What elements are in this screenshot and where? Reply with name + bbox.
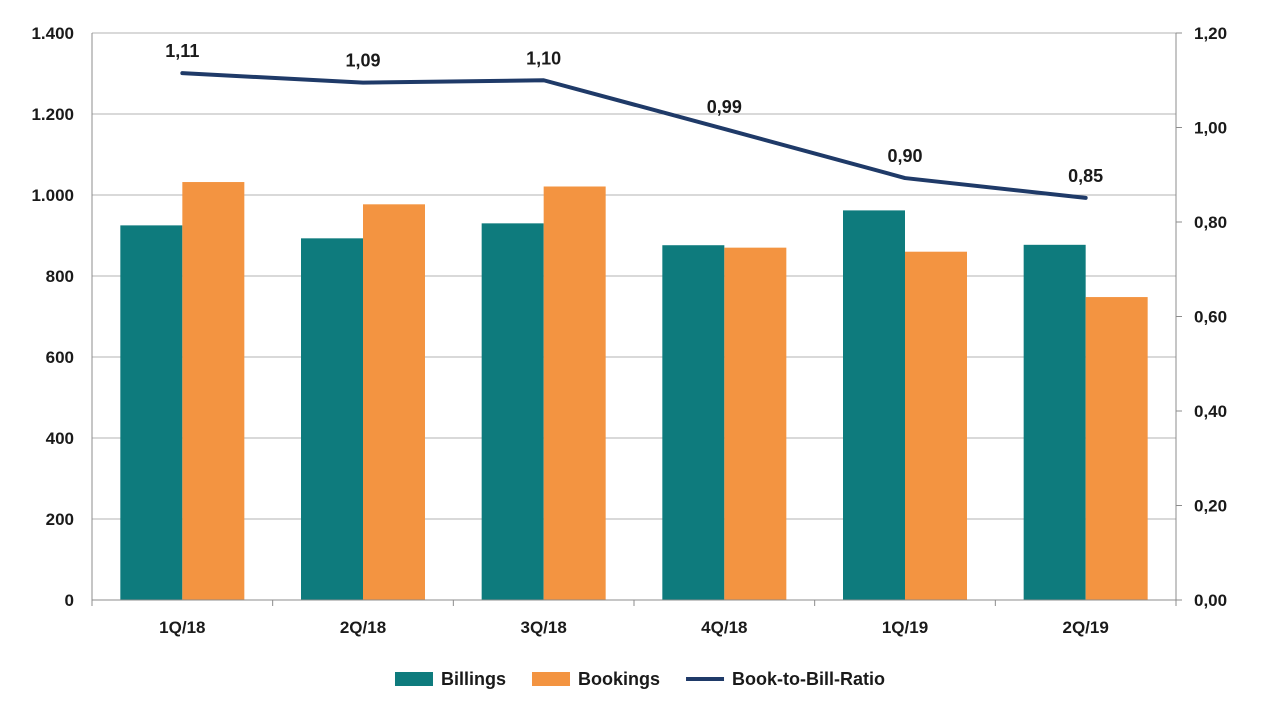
y-left-tick-label: 400: [46, 429, 74, 448]
legend-swatch-bookings: [532, 672, 571, 686]
y-left-tick-label: 200: [46, 510, 74, 529]
x-tick-label: 3Q/18: [521, 618, 567, 637]
billings-bar: [1023, 244, 1086, 600]
bars: [120, 182, 1148, 601]
y-right-tick-label: 0,60: [1194, 308, 1227, 327]
y-right-tick-label: 1,20: [1194, 24, 1227, 43]
ratio-data-label: 0,99: [707, 97, 742, 117]
x-tick-label: 2Q/18: [340, 618, 386, 637]
y-left-tick-label: 1.400: [31, 24, 74, 43]
y-right-tick-label: 0,00: [1194, 591, 1227, 610]
bookings-bar: [182, 182, 245, 601]
ratio-data-label: 0,85: [1068, 166, 1103, 186]
billings-bar: [662, 245, 725, 600]
bookings-bar: [905, 251, 967, 600]
legend-swatch-billings: [394, 672, 433, 686]
y-right-tick-label: 0,20: [1194, 497, 1227, 516]
ratio-data-label: 0,90: [887, 146, 922, 166]
y-right-tick-label: 1,00: [1194, 119, 1227, 138]
legend: Billings Bookings Book-to-Bill-Ratio: [394, 669, 885, 689]
billings-bar: [301, 238, 363, 600]
y-left-tick-label: 1.000: [31, 186, 74, 205]
y-left-tick-label: 600: [46, 348, 74, 367]
bookings-bar: [724, 247, 787, 600]
y-left-tick-label: 800: [46, 267, 74, 286]
ratio-data-label: 1,11: [165, 41, 199, 61]
y-left-tick-label: 1.200: [31, 105, 74, 124]
bookings-bar: [363, 204, 425, 600]
legend-label: Billings: [441, 669, 506, 689]
gridlines: [92, 32, 1176, 520]
ratio-data-label: 1,09: [345, 51, 380, 71]
bookings-bar: [543, 186, 606, 600]
y-right-tick-label: 0,40: [1194, 402, 1227, 421]
y-left-tick-label: 0: [65, 591, 74, 610]
legend-label: Bookings: [578, 669, 660, 689]
y-right-tick-label: 0,80: [1194, 213, 1227, 232]
ratio-data-label: 1,10: [526, 48, 561, 68]
bookings-bar: [1085, 297, 1148, 600]
legend-label: Book-to-Bill-Ratio: [732, 669, 885, 689]
x-tick-label: 1Q/18: [159, 618, 205, 637]
x-tick-label: 4Q/18: [701, 618, 747, 637]
billings-bar: [843, 210, 905, 600]
billings-bar: [120, 225, 183, 600]
ratio-line-group: [180, 71, 1088, 200]
x-tick-label: 2Q/19: [1063, 618, 1109, 637]
billings-bar: [481, 223, 544, 600]
x-tick-label: 1Q/19: [882, 618, 928, 637]
axes: 0 200 400 600 800 1.000 1.200 1.400 0,00 0,20 0,40…: [31, 24, 1227, 637]
book-to-bill-ratio-line: [180, 71, 1088, 200]
data-labels: 1,11 1,09 1,10 0,99 0,90 0,85: [165, 41, 1103, 186]
